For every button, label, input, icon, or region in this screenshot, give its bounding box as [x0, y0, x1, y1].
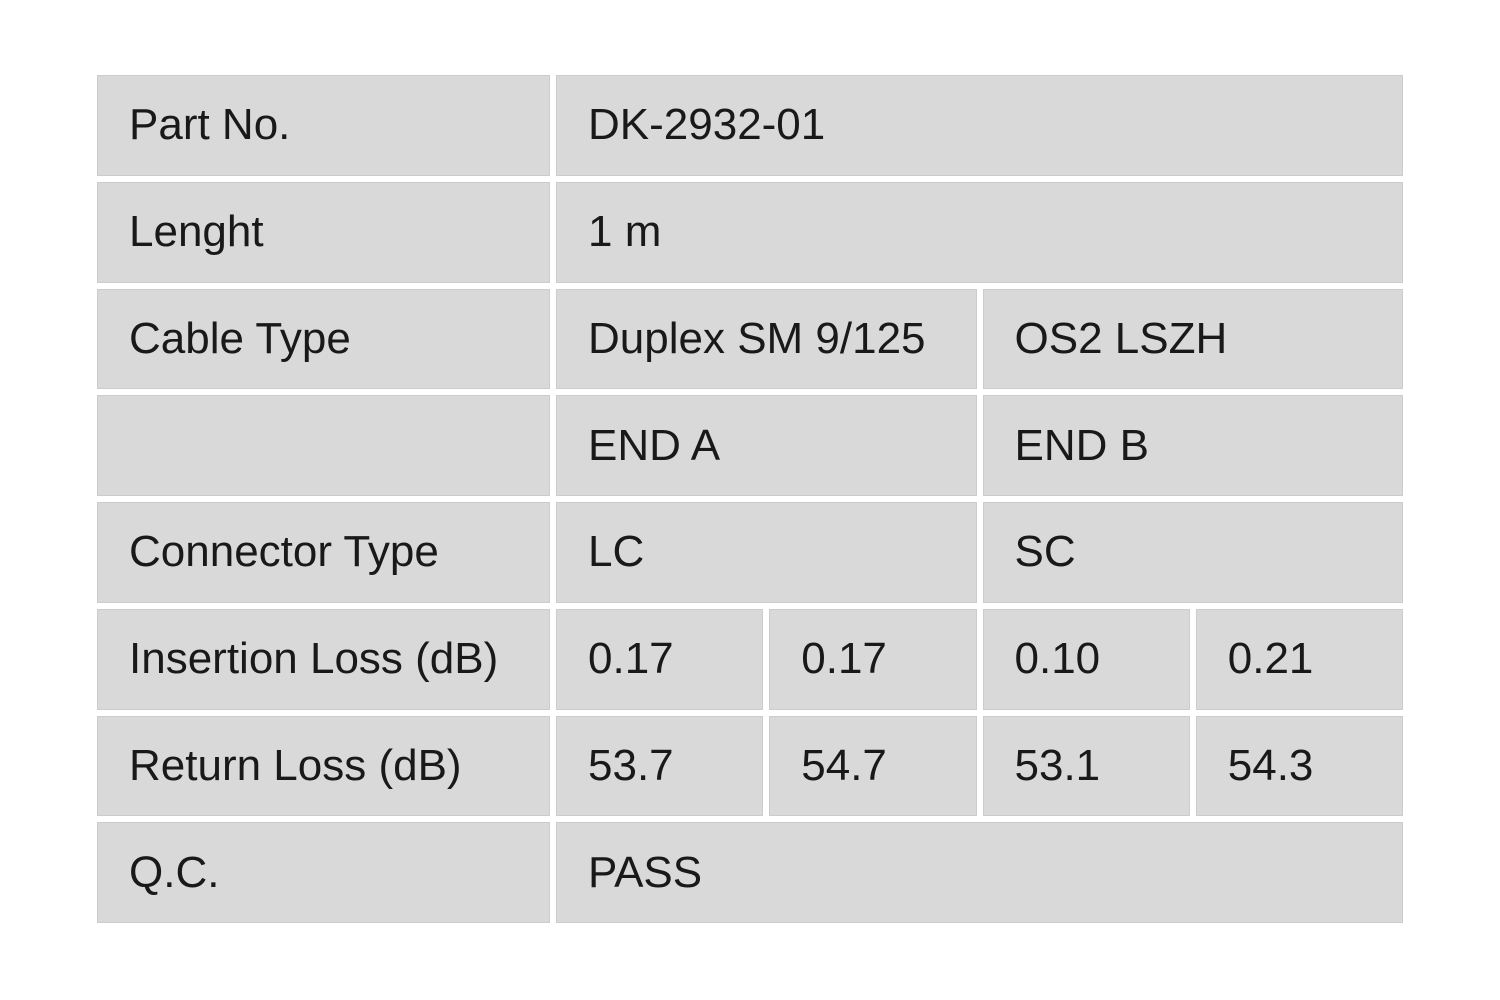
cable-type-value-a: Duplex SM 9/125: [556, 288, 977, 390]
qc-label: Q.C.: [97, 822, 550, 923]
return-loss-end-a-2: 54.7: [769, 715, 977, 817]
return-loss-end-b-1: 53.1: [982, 715, 1190, 817]
insertion-loss-end-b-1: 0.10: [982, 608, 1190, 710]
end-a-header: END A: [556, 395, 977, 496]
ends-row-spacer-cell: [97, 395, 550, 496]
qc-value: PASS: [556, 822, 1403, 923]
part-no-label: Part No.: [97, 75, 550, 176]
part-no-value: DK-2932-01: [556, 75, 1403, 176]
connector-type-end-a: LC: [556, 502, 977, 603]
cable-type-value-b: OS2 LSZH: [982, 288, 1403, 390]
return-loss-label: Return Loss (dB): [97, 715, 550, 817]
cable-type-label: Cable Type: [97, 288, 550, 390]
insertion-loss-end-a-2: 0.17: [769, 608, 977, 710]
return-loss-end-b-2: 54.3: [1195, 715, 1403, 817]
connector-type-end-b: SC: [982, 502, 1403, 603]
length-label: Lenght: [97, 181, 550, 283]
return-loss-end-a-1: 53.7: [556, 715, 764, 817]
length-value: 1 m: [556, 181, 1403, 283]
connector-type-label: Connector Type: [97, 502, 550, 603]
end-b-header: END B: [982, 395, 1403, 496]
insertion-loss-end-a-1: 0.17: [556, 608, 764, 710]
insertion-loss-label: Insertion Loss (dB): [97, 608, 550, 710]
cable-spec-table: Part No. DK-2932-01 Lenght 1 m Cable Typ…: [97, 75, 1403, 923]
insertion-loss-end-b-2: 0.21: [1195, 608, 1403, 710]
